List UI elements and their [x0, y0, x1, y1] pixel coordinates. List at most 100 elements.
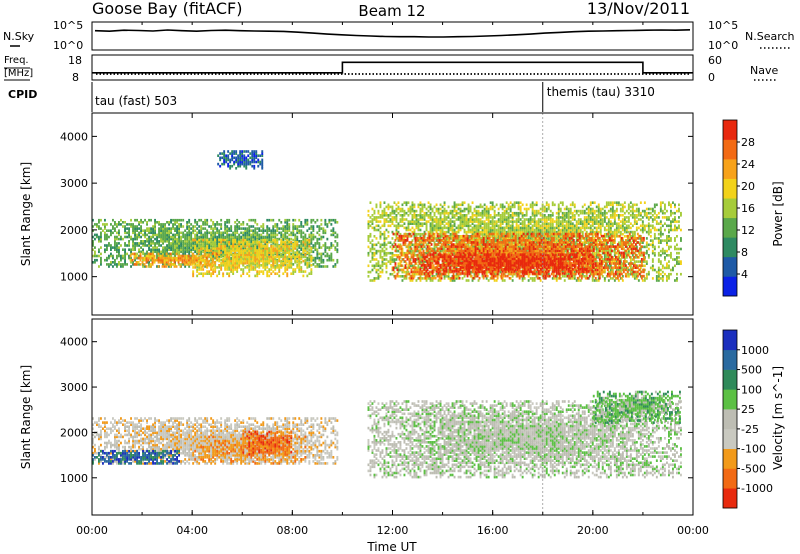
data-cell — [286, 223, 289, 226]
data-cell — [196, 247, 199, 250]
data-cell — [393, 218, 396, 221]
data-cell — [431, 226, 434, 230]
data-cell — [180, 235, 182, 239]
data-cell — [371, 254, 374, 257]
data-cell — [172, 240, 174, 243]
data-cell — [204, 247, 207, 250]
data-cell — [551, 241, 554, 244]
data-cell — [126, 235, 128, 239]
data-cell — [453, 247, 456, 251]
data-cell — [176, 248, 178, 251]
data-cell — [493, 209, 496, 213]
data-cell — [483, 247, 486, 251]
data-cell — [465, 232, 468, 236]
data-cell — [150, 244, 152, 247]
data-cell — [253, 160, 256, 164]
data-cell — [280, 227, 283, 230]
data-cell — [212, 247, 215, 250]
data-cell — [262, 227, 265, 230]
data-cell — [166, 227, 168, 230]
data-cell — [98, 221, 100, 224]
data-cell — [296, 251, 299, 254]
data-cell — [519, 228, 522, 232]
data-cell — [233, 150, 236, 153]
data-cell — [150, 242, 152, 245]
data-cell — [551, 214, 554, 217]
data-cell — [250, 251, 253, 254]
data-cell — [300, 248, 303, 251]
data-cell — [246, 227, 249, 230]
data-cell — [310, 225, 313, 228]
data-cell — [208, 237, 211, 241]
data-cell — [232, 247, 235, 250]
data-cell — [174, 235, 176, 239]
data-cell — [242, 251, 245, 254]
data-cell — [294, 257, 297, 261]
data-cell — [527, 247, 530, 251]
data-cell — [447, 247, 450, 251]
data-cell — [143, 263, 146, 266]
data-cell — [280, 266, 283, 269]
data-cell — [461, 214, 464, 217]
data-cell — [181, 261, 184, 264]
data-cell — [495, 247, 498, 251]
data-cell — [523, 249, 526, 253]
data-cell — [256, 259, 259, 263]
data-cell — [485, 207, 488, 211]
data-cell — [551, 232, 554, 236]
data-cell — [140, 250, 142, 254]
data-cell — [116, 231, 118, 235]
data-cell — [495, 235, 498, 238]
data-cell — [158, 229, 160, 232]
data-cell — [96, 254, 98, 258]
data-cell — [138, 223, 140, 226]
data-cell — [188, 252, 191, 256]
data-cell — [431, 249, 434, 253]
data-cell — [375, 277, 378, 280]
data-cell — [513, 230, 516, 234]
data-cell — [215, 254, 218, 258]
data-cell — [447, 268, 450, 272]
data-cell — [475, 216, 478, 219]
data-cell — [228, 233, 231, 237]
data-cell — [533, 245, 536, 249]
data-cell — [118, 252, 120, 256]
data-cell — [463, 251, 466, 255]
data-cell — [541, 209, 544, 213]
data-cell — [336, 244, 339, 247]
data-cell — [499, 224, 502, 228]
data-cell — [385, 237, 388, 240]
data-cell — [529, 232, 532, 236]
data-cell — [186, 246, 189, 249]
data-cell — [118, 231, 120, 235]
data-cell — [308, 248, 311, 251]
data-cell — [246, 257, 249, 261]
data-cell — [465, 247, 468, 251]
data-cell — [537, 209, 540, 213]
data-cell — [509, 220, 512, 223]
data-cell — [206, 272, 209, 275]
data-cell — [527, 275, 530, 278]
data-cell — [154, 242, 156, 245]
data-cell — [521, 232, 524, 236]
data-cell — [497, 235, 500, 238]
data-cell — [206, 253, 209, 257]
data-cell — [527, 239, 530, 242]
data-cell — [212, 231, 215, 235]
data-cell — [493, 216, 496, 219]
data-cell — [286, 264, 289, 267]
data-cell — [272, 247, 275, 250]
data-cell — [415, 209, 418, 213]
data-cell — [196, 250, 199, 254]
data-cell — [477, 235, 480, 238]
data-cell — [461, 237, 464, 240]
data-cell — [381, 243, 384, 247]
data-cell — [543, 268, 546, 272]
data-cell — [547, 254, 550, 257]
data-cell — [461, 222, 464, 225]
data-cell — [296, 259, 299, 263]
data-cell — [239, 164, 242, 168]
data-cell — [318, 265, 321, 268]
data-cell — [143, 258, 146, 262]
data-cell — [367, 237, 370, 240]
